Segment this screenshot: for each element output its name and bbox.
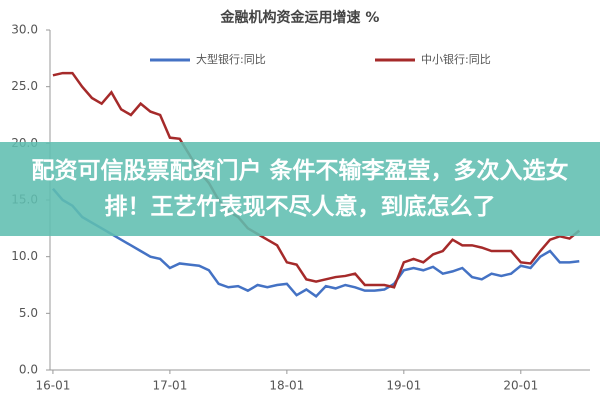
series-line [51, 187, 580, 298]
legend-label: 中小银行:同比 [421, 52, 491, 66]
x-tick-label: 20-01 [503, 379, 538, 393]
y-tick-label: 30.0 [11, 23, 38, 37]
series-line [52, 71, 581, 289]
x-tick-label: 16-01 [35, 379, 70, 393]
chart-title: 金融机构资金运用增速 % [220, 9, 380, 26]
y-tick-label: 10.0 [11, 249, 38, 263]
y-tick-label: 25.0 [11, 79, 38, 93]
y-tick-label: 5.0 [19, 306, 38, 320]
overlay-banner: 配资可信股票配资门户 条件不输李盈莹，多次入选女排！王艺竹表现不尽人意，到底怎么… [0, 142, 600, 236]
y-tick-label: 0.0 [19, 363, 38, 377]
x-tick-label: 18-01 [269, 379, 304, 393]
legend-label: 大型银行:同比 [196, 52, 266, 66]
x-tick-label: 17-01 [152, 379, 187, 393]
x-tick-label: 19-01 [386, 379, 421, 393]
